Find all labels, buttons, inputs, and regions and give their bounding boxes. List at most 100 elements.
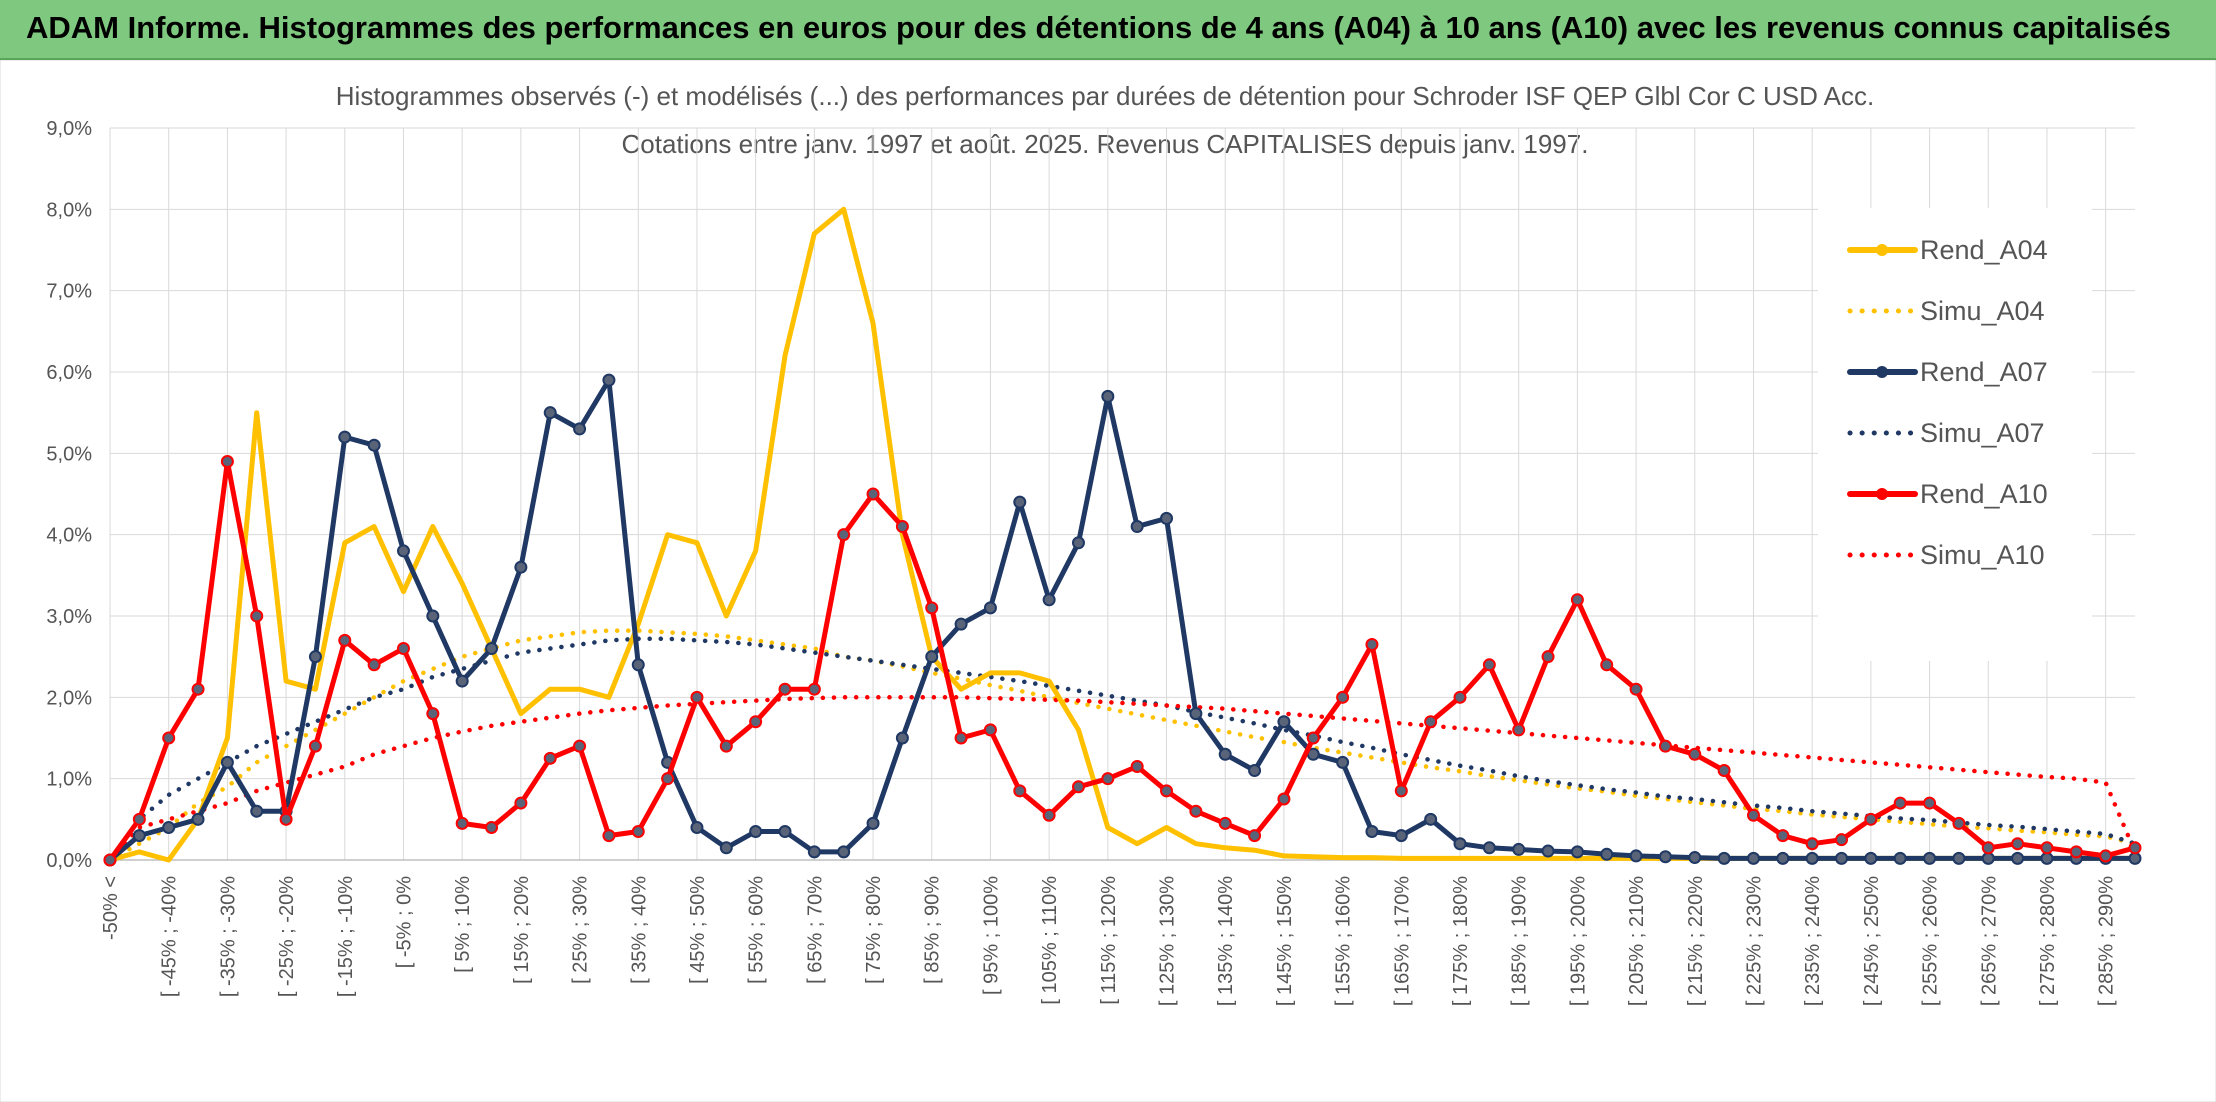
data-point [1658, 739, 1672, 753]
data-point [2069, 845, 2083, 859]
data-point [1424, 715, 1438, 729]
data-point [1512, 842, 1526, 856]
data-point [1218, 747, 1232, 761]
data-point [661, 772, 675, 786]
x-tick-label: [ 255% ; 260% [1920, 876, 1942, 1006]
data-point [514, 796, 528, 810]
data-point [2128, 841, 2142, 855]
data-point [1864, 812, 1878, 826]
series-group [103, 206, 2142, 867]
data-point [866, 816, 880, 830]
data-point [1306, 731, 1320, 745]
y-tick-label: 6,0% [46, 362, 92, 384]
series-line-rend-a07 [108, 377, 2135, 862]
data-point [1570, 593, 1584, 607]
data-point [338, 633, 352, 647]
data-point [103, 853, 117, 867]
data-point [690, 690, 704, 704]
data-point [132, 829, 146, 843]
y-tick-label: 9,0% [46, 118, 92, 140]
data-point [1071, 780, 1085, 794]
data-point [895, 520, 909, 534]
data-point [1160, 784, 1174, 798]
data-point [1071, 536, 1085, 550]
data-point [1805, 837, 1819, 851]
x-tick-label: [ 285% ; 290% [2096, 876, 2118, 1006]
data-point [1629, 849, 1643, 863]
data-point [1101, 389, 1115, 403]
data-point [1042, 593, 1056, 607]
x-tick-label: [ 205% ; 210% [1626, 876, 1648, 1006]
data-point [1952, 816, 1966, 830]
x-tick-label: [ 75% ; 80% [863, 876, 885, 984]
data-point [1453, 837, 1467, 851]
data-point [1277, 715, 1291, 729]
data-point [1776, 851, 1790, 865]
x-tick-label: [ 115% ; 120% [1098, 876, 1120, 1005]
data-point [925, 601, 939, 615]
data-point [1394, 784, 1408, 798]
data-point [1394, 829, 1408, 843]
data-point [455, 674, 469, 688]
data-point [1453, 690, 1467, 704]
x-tick-label: [ 215% ; 220% [1685, 876, 1707, 1006]
data-point [514, 560, 528, 574]
data-point [1981, 841, 1995, 855]
data-point [367, 438, 381, 452]
data-point [2011, 851, 2025, 865]
x-tick-label: [ 45% ; 50% [687, 876, 709, 984]
x-tick-label: [ 35% ; 40% [628, 876, 650, 984]
data-point [807, 845, 821, 859]
y-tick-label: 1,0% [46, 769, 92, 791]
data-point [983, 601, 997, 615]
x-tick-label: [ 85% ; 90% [922, 876, 944, 984]
data-point [602, 829, 616, 843]
data-point [426, 609, 440, 623]
legend-marker [1876, 488, 1888, 500]
report-title: ADAM Informe. Histogrammes des performan… [26, 10, 2171, 45]
x-tick-label: [ -15% ; -10% [335, 876, 357, 997]
data-point [749, 715, 763, 729]
x-tick-label: [ 65% ; 70% [804, 876, 826, 984]
data-point [2099, 849, 2113, 863]
x-tick-label: [ -5% ; 0% [393, 876, 415, 968]
x-tick-label: [ 55% ; 60% [746, 876, 768, 984]
data-point [1835, 833, 1849, 847]
data-point [778, 682, 792, 696]
x-tick-label: [ 95% ; 100% [980, 876, 1002, 995]
x-tick-label: [ 245% ; 250% [1861, 876, 1883, 1006]
data-point [1981, 851, 1995, 865]
data-point [573, 739, 587, 753]
data-point [1101, 772, 1115, 786]
data-point [396, 642, 410, 656]
data-point [1688, 851, 1702, 865]
x-tick-label: [ 25% ; 30% [570, 876, 592, 984]
data-point [1952, 851, 1966, 865]
x-tick-label: [ 5% ; 10% [452, 876, 474, 973]
data-point [1600, 658, 1614, 672]
data-point [2040, 841, 2054, 855]
y-axis-ticks: 0,0% 1,0% 2,0% 3,0% 4,0% 5,0% 6,0% 7,0% 8,0% 9,0% [46, 118, 92, 872]
x-tick-label: [ 15% ; 20% [511, 876, 533, 984]
data-point [1717, 764, 1731, 778]
data-point [631, 825, 645, 839]
data-point [1336, 690, 1350, 704]
data-point [749, 825, 763, 839]
data-point [983, 723, 997, 737]
x-tick-label: [ 125% ; 130% [1157, 876, 1179, 1006]
data-point [2128, 851, 2142, 865]
data-point [1218, 816, 1232, 830]
y-tick-label: 8,0% [46, 199, 92, 221]
data-point [543, 751, 557, 765]
histogram-chart: Histogrammes observés (-) et modélisés (… [0, 60, 2216, 1102]
y-tick-label: 2,0% [46, 687, 92, 709]
data-point [925, 650, 939, 664]
data-point [1189, 804, 1203, 818]
data-point [1658, 850, 1672, 864]
data-point [162, 731, 176, 745]
data-point [1541, 650, 1555, 664]
data-point [1923, 851, 1937, 865]
data-point [220, 454, 234, 468]
data-point [837, 528, 851, 542]
data-point [1746, 851, 1760, 865]
